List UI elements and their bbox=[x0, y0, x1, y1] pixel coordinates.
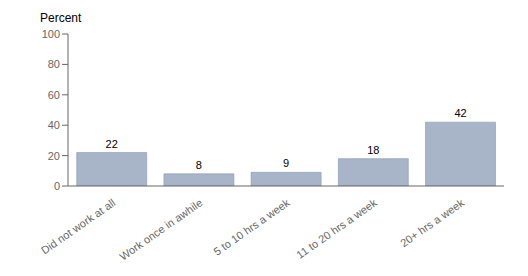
svg-text:18: 18 bbox=[367, 144, 379, 156]
svg-text:60: 60 bbox=[48, 89, 60, 101]
svg-text:11 to 20 hrs a week: 11 to 20 hrs a week bbox=[294, 196, 379, 261]
svg-text:80: 80 bbox=[48, 58, 60, 70]
svg-text:8: 8 bbox=[196, 159, 202, 171]
svg-text:0: 0 bbox=[54, 180, 60, 192]
svg-text:Percent: Percent bbox=[40, 11, 82, 25]
svg-text:22: 22 bbox=[106, 138, 118, 150]
svg-text:40: 40 bbox=[48, 119, 60, 131]
svg-text:Work once in awhile: Work once in awhile bbox=[117, 196, 204, 262]
svg-text:20+ hrs a week: 20+ hrs a week bbox=[398, 196, 467, 249]
svg-text:20: 20 bbox=[48, 150, 60, 162]
svg-text:5 to 10 hrs a week: 5 to 10 hrs a week bbox=[211, 196, 292, 258]
svg-text:42: 42 bbox=[454, 107, 466, 119]
svg-text:100: 100 bbox=[42, 28, 60, 40]
svg-text:Did not work at all: Did not work at all bbox=[39, 196, 118, 256]
svg-text:9: 9 bbox=[283, 157, 289, 169]
